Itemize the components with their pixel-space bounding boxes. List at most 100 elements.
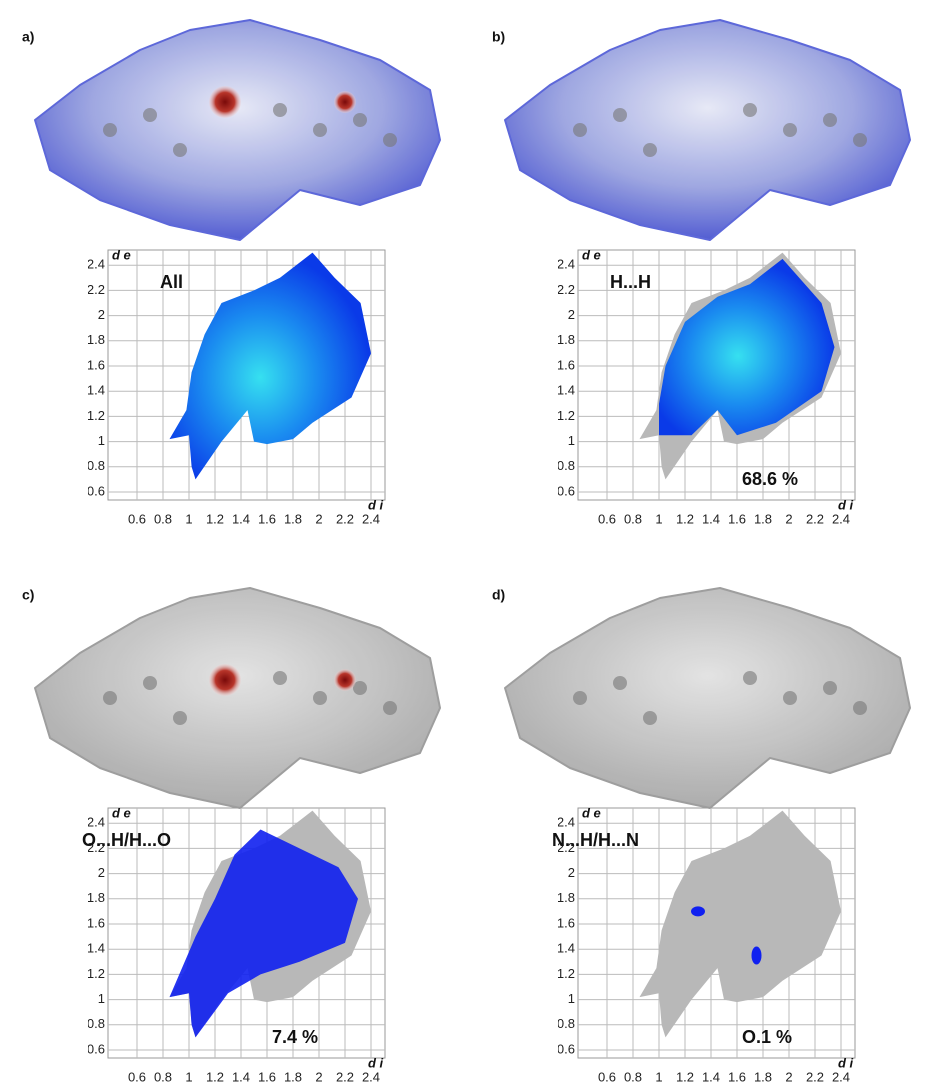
y-tick-label: 1.4	[87, 383, 105, 398]
y-tick-label: 1.4	[557, 383, 575, 398]
y-tick-label: 1	[98, 991, 105, 1006]
hirshfeld-surface	[34, 19, 441, 241]
y-tick-label: 1.2	[557, 408, 575, 423]
plot-label: O...H/H...O	[82, 830, 171, 850]
x-tick-label: 1	[655, 1069, 662, 1084]
x-tick-label: 1.8	[284, 511, 302, 526]
x-tick-label: 1.6	[258, 1069, 276, 1084]
atom	[103, 691, 117, 705]
x-tick-label: 1.6	[728, 511, 746, 526]
x-tick-label: 1.2	[206, 511, 224, 526]
atom	[313, 691, 327, 705]
clip-mask	[470, 240, 558, 510]
y-tick-label: 2.4	[87, 815, 105, 830]
y-tick-label: 1.4	[87, 941, 105, 956]
percent-label: 68.6 %	[742, 469, 798, 489]
x-tick-label: 2	[785, 1069, 792, 1084]
y-tick-label: 2.2	[87, 282, 105, 297]
percent-label: O.1 %	[742, 1027, 792, 1047]
contact-spot	[334, 91, 356, 113]
y-tick-label: 0.8	[557, 1016, 575, 1031]
panel-label: c)	[22, 587, 34, 603]
atom	[743, 671, 757, 685]
x-tick-label: 1.8	[284, 1069, 302, 1084]
atom	[143, 676, 157, 690]
panel: d) 0.6 0.8 1 1.2 1.4 1.6 1.8 2 2.2 2.4 0.6 0.8 1 1.2 1.…	[470, 587, 911, 1084]
y-tick-label: 1	[98, 433, 105, 448]
y-tick-label: 1	[568, 991, 575, 1006]
y-axis-label: d e	[112, 247, 131, 262]
clip-mask	[0, 798, 88, 1068]
y-tick-label: 2	[98, 307, 105, 322]
y-tick-label: 0.8	[557, 458, 575, 473]
x-tick-label: 1	[185, 511, 192, 526]
panel-label: d)	[492, 587, 505, 603]
y-tick-label: 2	[568, 307, 575, 322]
x-tick-label: 2.4	[362, 511, 380, 526]
y-tick-label: 2	[98, 865, 105, 880]
atom	[573, 691, 587, 705]
y-tick-label: 1	[568, 433, 575, 448]
atom	[173, 143, 187, 157]
atom	[273, 103, 287, 117]
x-axis-label: d i	[838, 1055, 854, 1070]
atom	[783, 123, 797, 137]
atom	[353, 681, 367, 695]
y-tick-label: 1.8	[557, 332, 575, 347]
x-axis-label: d i	[368, 497, 384, 512]
atom	[853, 701, 867, 715]
atom	[273, 671, 287, 685]
atom	[823, 113, 837, 127]
y-tick-label: 1.2	[87, 408, 105, 423]
atom	[103, 123, 117, 137]
atom	[573, 123, 587, 137]
atom	[643, 711, 657, 725]
x-tick-label: 2	[315, 511, 322, 526]
x-tick-label: 1.4	[702, 1069, 720, 1084]
x-tick-label: 1.8	[754, 1069, 772, 1084]
y-tick-label: 1.8	[87, 890, 105, 905]
y-tick-label: 1.6	[87, 915, 105, 930]
atom	[613, 676, 627, 690]
hirshfeld-surface	[504, 19, 911, 241]
x-tick-label: 2.4	[832, 511, 850, 526]
contact-spot	[209, 86, 241, 118]
panel: a) 0.6 0.8 1 1.2 1.4 1.6 1.8 2 2.2 2.4 0.6 0.8 1 1.2 1.…	[0, 19, 441, 526]
panel: c) 0.6 0.8 1 1.2 1.4 1.6 1.8 2 2.2 2.4 0.6 0.8 1 1.2 1.…	[0, 587, 441, 1084]
hirshfeld-surface	[504, 587, 911, 809]
y-tick-label: 0.6	[87, 1041, 105, 1056]
atom	[743, 103, 757, 117]
x-tick-label: 2	[785, 511, 792, 526]
x-axis-label: d i	[368, 1055, 384, 1070]
x-tick-label: 1.4	[232, 511, 250, 526]
atom	[383, 701, 397, 715]
x-tick-label: 1.2	[206, 1069, 224, 1084]
y-tick-label: 1.2	[557, 966, 575, 981]
y-tick-label: 2.4	[557, 257, 575, 272]
y-tick-label: 1.6	[87, 357, 105, 372]
y-axis-label: d e	[582, 805, 601, 820]
x-tick-label: 2.2	[806, 511, 824, 526]
y-tick-label: 0.6	[557, 1041, 575, 1056]
fingerprint-cloud	[169, 829, 358, 1038]
x-tick-label: 0.6	[128, 511, 146, 526]
y-tick-label: 1.8	[87, 332, 105, 347]
x-tick-label: 2.2	[336, 1069, 354, 1084]
y-axis-label: d e	[112, 805, 131, 820]
x-axis-label: d i	[838, 497, 854, 512]
atom	[783, 691, 797, 705]
x-tick-label: 1.6	[728, 1069, 746, 1084]
fingerprint-background	[639, 810, 841, 1038]
y-tick-label: 0.6	[557, 483, 575, 498]
y-axis-label: d e	[582, 247, 601, 262]
x-tick-label: 2.2	[806, 1069, 824, 1084]
fingerprint-cloud	[751, 946, 762, 965]
x-tick-label: 0.6	[598, 511, 616, 526]
fingerprint-cloud	[691, 906, 705, 917]
clip-mask	[0, 240, 88, 510]
plot-frame	[107, 249, 386, 501]
fingerprint-cloud	[169, 252, 371, 480]
atom	[383, 133, 397, 147]
x-tick-label: 1.4	[702, 511, 720, 526]
plot-frame	[577, 807, 856, 1059]
